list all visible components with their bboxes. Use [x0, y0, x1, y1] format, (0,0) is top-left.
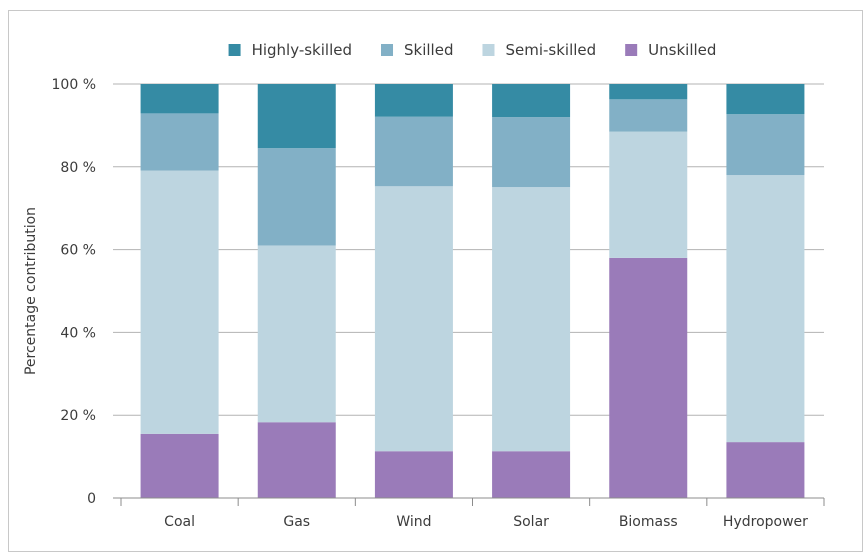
legend-item-highly-skilled: Highly-skilled — [228, 41, 352, 59]
bar-gas-semi-skilled — [257, 245, 336, 423]
x-tick-label-gas: Gas — [283, 514, 310, 530]
legend-swatch-unskilled — [625, 44, 638, 56]
x-tick-label-wind: Wind — [396, 514, 431, 530]
bar-gas-highly-skilled — [257, 84, 336, 149]
bar-hydropower-semi-skilled — [726, 175, 805, 443]
x-tick-label-coal: Coal — [164, 514, 195, 530]
bar-solar-semi-skilled — [492, 187, 571, 452]
y-tick-label-100: 100 % — [52, 77, 96, 93]
legend-swatch-semi-skilled — [482, 44, 495, 56]
y-tick-label-20: 20 % — [60, 408, 96, 424]
bars — [140, 84, 805, 498]
bar-wind-semi-skilled — [374, 186, 453, 452]
bar-gas-skilled — [257, 148, 336, 246]
x-axis: Coal Gas Wind Solar Biomass Hydropower — [113, 497, 825, 530]
bar-biomass-semi-skilled — [609, 131, 688, 258]
bar-coal-semi-skilled — [140, 170, 219, 434]
x-tick-label-biomass: Biomass — [619, 514, 678, 530]
x-tick-label-solar: Solar — [513, 514, 549, 530]
legend-label-semi-skilled: Semi-skilled — [505, 41, 596, 59]
chart-frame: 0 20 % 40 % 60 % 80 % 100 % Coal Gas Wind Solar B… — [8, 10, 863, 552]
legend-label-highly-skilled: Highly-skilled — [252, 41, 352, 59]
bar-coal-highly-skilled — [140, 84, 219, 114]
bar-wind-skilled — [374, 116, 453, 187]
bar-gas-unskilled — [257, 422, 336, 498]
bar-wind-highly-skilled — [374, 84, 453, 117]
legend-label-skilled: Skilled — [404, 41, 453, 59]
bar-solar-unskilled — [492, 451, 571, 498]
y-tick-label-0: 0 — [87, 491, 96, 507]
legend: Highly-skilled Skilled Semi-skilled Unskill… — [228, 41, 716, 59]
bar-biomass-unskilled — [609, 257, 688, 498]
bar-solar-skilled — [492, 117, 571, 188]
bar-biomass-highly-skilled — [609, 84, 688, 100]
x-tick-label-hydropower: Hydropower — [723, 514, 808, 530]
stacked-bar-chart: 0 20 % 40 % 60 % 80 % 100 % Coal Gas Wind Solar B… — [23, 41, 825, 530]
y-axis: 0 20 % 40 % 60 % 80 % 100 % — [52, 77, 96, 507]
legend-item-semi-skilled: Semi-skilled — [482, 41, 596, 59]
bar-wind-unskilled — [374, 451, 453, 498]
bar-hydropower-skilled — [726, 114, 805, 176]
y-tick-label-60: 60 % — [60, 243, 96, 259]
bar-coal-skilled — [140, 113, 219, 171]
y-tick-label-80: 80 % — [60, 160, 96, 176]
bar-hydropower-unskilled — [726, 442, 805, 498]
bar-hydropower-highly-skilled — [726, 84, 805, 115]
bar-coal-unskilled — [140, 433, 219, 498]
grid-lines — [113, 83, 824, 416]
bar-biomass-skilled — [609, 99, 688, 132]
legend-swatch-highly-skilled — [228, 44, 241, 56]
legend-label-unskilled: Unskilled — [648, 41, 716, 59]
bar-solar-highly-skilled — [492, 84, 571, 118]
legend-item-unskilled: Unskilled — [625, 41, 716, 59]
y-tick-label-40: 40 % — [60, 325, 96, 341]
legend-item-skilled: Skilled — [381, 41, 453, 59]
y-axis-title: Percentage contribution — [23, 207, 39, 375]
legend-swatch-skilled — [381, 44, 394, 56]
